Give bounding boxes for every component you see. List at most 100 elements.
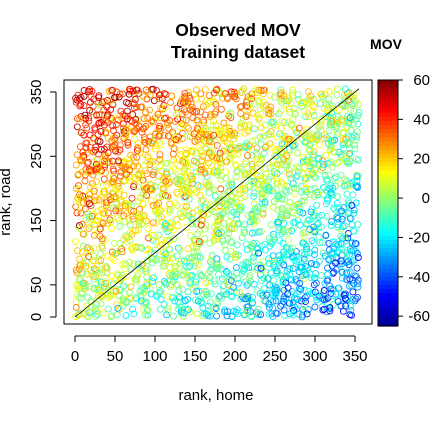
data-point [343, 276, 350, 283]
data-point [211, 192, 219, 200]
colorbar-tick-label: -40 [408, 269, 430, 286]
data-point [157, 127, 165, 135]
data-point [99, 117, 107, 125]
data-point [104, 209, 112, 217]
colorbar-segment [378, 170, 398, 175]
data-point [198, 95, 205, 103]
data-point [86, 200, 93, 208]
data-point [294, 168, 302, 176]
data-point [331, 205, 339, 213]
data-point [278, 166, 285, 174]
data-point [303, 248, 311, 256]
data-point [90, 253, 98, 260]
data-point [207, 111, 215, 119]
data-point [218, 275, 226, 283]
data-point [163, 118, 171, 126]
data-point [337, 153, 345, 161]
data-point [282, 279, 290, 287]
data-point [141, 138, 149, 146]
data-point [253, 287, 261, 295]
data-point [110, 175, 118, 183]
data-point [233, 306, 241, 314]
data-point [203, 161, 211, 169]
data-point [142, 299, 150, 307]
data-point [138, 128, 146, 136]
data-point [136, 194, 144, 202]
data-point [82, 303, 90, 311]
data-point [142, 246, 150, 254]
data-point [102, 202, 110, 210]
data-point [89, 272, 97, 280]
data-point [129, 163, 137, 171]
data-point [188, 103, 196, 111]
data-point [130, 260, 138, 268]
data-point [308, 237, 316, 245]
data-point [346, 268, 354, 276]
data-point [138, 103, 146, 111]
data-point [295, 287, 303, 295]
data-point [227, 114, 235, 122]
colorbar-segment [378, 252, 398, 257]
data-point [108, 214, 116, 222]
data-point [304, 266, 312, 274]
colorbar-segment [378, 215, 398, 220]
data-point [129, 305, 136, 313]
data-point [289, 116, 297, 124]
data-point [119, 297, 127, 305]
data-point [90, 134, 98, 142]
data-point [297, 182, 305, 190]
data-point [270, 236, 278, 244]
data-point [233, 241, 241, 249]
data-point [270, 261, 278, 269]
data-point [289, 244, 297, 252]
data-point [190, 249, 198, 257]
data-point [235, 207, 243, 215]
colorbar-tick-label: 40 [413, 111, 430, 128]
data-point [321, 252, 329, 260]
data-point [326, 104, 334, 112]
data-point [162, 242, 170, 250]
data-point [312, 174, 320, 182]
colorbar-segment [378, 285, 398, 290]
data-point [158, 236, 165, 244]
data-point [87, 297, 95, 305]
data-point [277, 86, 285, 94]
data-point [320, 287, 328, 294]
data-point [354, 101, 362, 109]
data-point [347, 307, 355, 315]
data-point [75, 170, 83, 178]
data-point [167, 99, 174, 106]
data-point [110, 143, 118, 151]
data-point [164, 307, 172, 315]
data-point [178, 120, 186, 128]
data-point [218, 294, 225, 302]
data-point [204, 154, 212, 162]
data-point [193, 168, 200, 176]
data-point [121, 265, 129, 273]
data-point [338, 274, 346, 282]
data-point [345, 150, 353, 158]
data-point [188, 173, 196, 181]
data-point [284, 299, 292, 307]
data-point [214, 264, 222, 272]
data-point [171, 273, 179, 280]
data-point [288, 303, 296, 311]
data-point [296, 279, 304, 287]
data-point [199, 153, 207, 161]
data-point [194, 118, 201, 126]
data-point [330, 175, 338, 182]
data-point [197, 239, 205, 247]
data-point [214, 300, 222, 308]
data-point [84, 294, 92, 302]
data-point [233, 215, 241, 223]
data-point [324, 140, 332, 148]
data-point [243, 308, 251, 316]
data-point [93, 217, 101, 224]
data-point [79, 156, 87, 164]
colorbar-frame [377, 79, 399, 327]
data-point [72, 161, 80, 169]
data-point [121, 165, 128, 173]
data-point [354, 280, 362, 288]
data-point [255, 181, 263, 189]
x-tick-label: 350 [342, 348, 367, 365]
